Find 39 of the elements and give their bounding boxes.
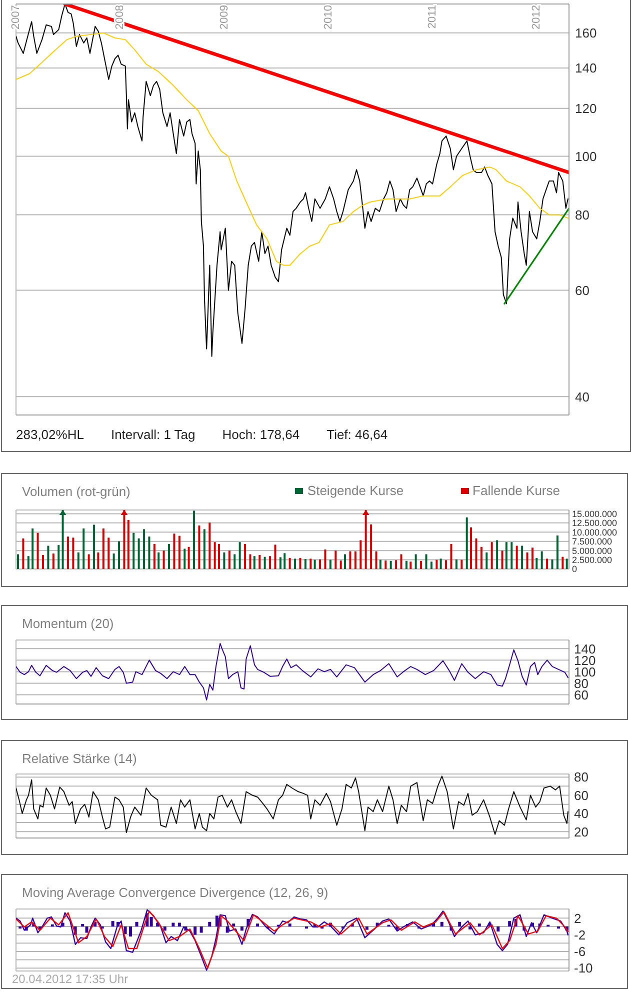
text: Intervall: 1 Tag [110,427,196,442]
y-tick-label: 40 [575,389,590,404]
x-tick-label: 2009 [218,5,230,30]
y-tick-label: 80 [574,770,588,785]
y-tick-label: 10.000.000 [572,527,618,538]
y-tick-label: -6 [574,944,586,960]
y-tick-label: 5.000.000 [572,546,612,556]
y-tick-label: 100 [575,148,597,164]
y-tick-label: 0 [572,564,578,574]
y-tick-label: 160 [575,26,597,41]
x-tick-label: 2011 [426,5,439,29]
chart-title: Momentum (20) [22,616,114,631]
x-tick-label: 2012 [530,5,543,30]
y-tick-label: 120 [575,101,597,116]
chart-title: Volumen (rot-grün) [22,484,130,499]
y-tick-label: 12.500.000 [572,518,618,528]
chart-title: Relative Stärke (14) [22,751,137,766]
y-tick-label: 7.500.000 [572,536,612,547]
legend-label: Fallende Kurse [472,483,560,498]
y-tick-label: 140 [575,60,597,76]
y-tick-label: 60 [574,788,588,803]
y-tick-label: 80 [575,207,590,222]
y-tick-label: -10 [574,960,593,976]
y-tick-label: 15.000.000 [572,508,618,519]
x-tick-label: 2010 [322,5,334,30]
legend-label: Steigende Kurse [307,483,404,498]
y-tick-label: -2 [574,927,586,942]
chart-title: Moving Average Convergence Divergence (12, 26, 9) [22,885,328,900]
y-tick-label: 40 [574,806,588,822]
x-tick-label: 2007 [10,5,22,30]
y-tick-label: 60 [575,282,590,298]
x-tick-label: 2008 [114,5,126,30]
text: Hoch: 178,64 [222,427,300,442]
y-tick-label: 2 [574,910,582,926]
y-tick-label: 2.500.000 [572,554,612,565]
text: 283,02%HL [16,427,84,442]
text: 20.04.2012 17:35 Uhr [12,972,128,986]
y-tick-label: 20 [574,824,588,840]
text: Tief: 46,64 [326,427,388,442]
